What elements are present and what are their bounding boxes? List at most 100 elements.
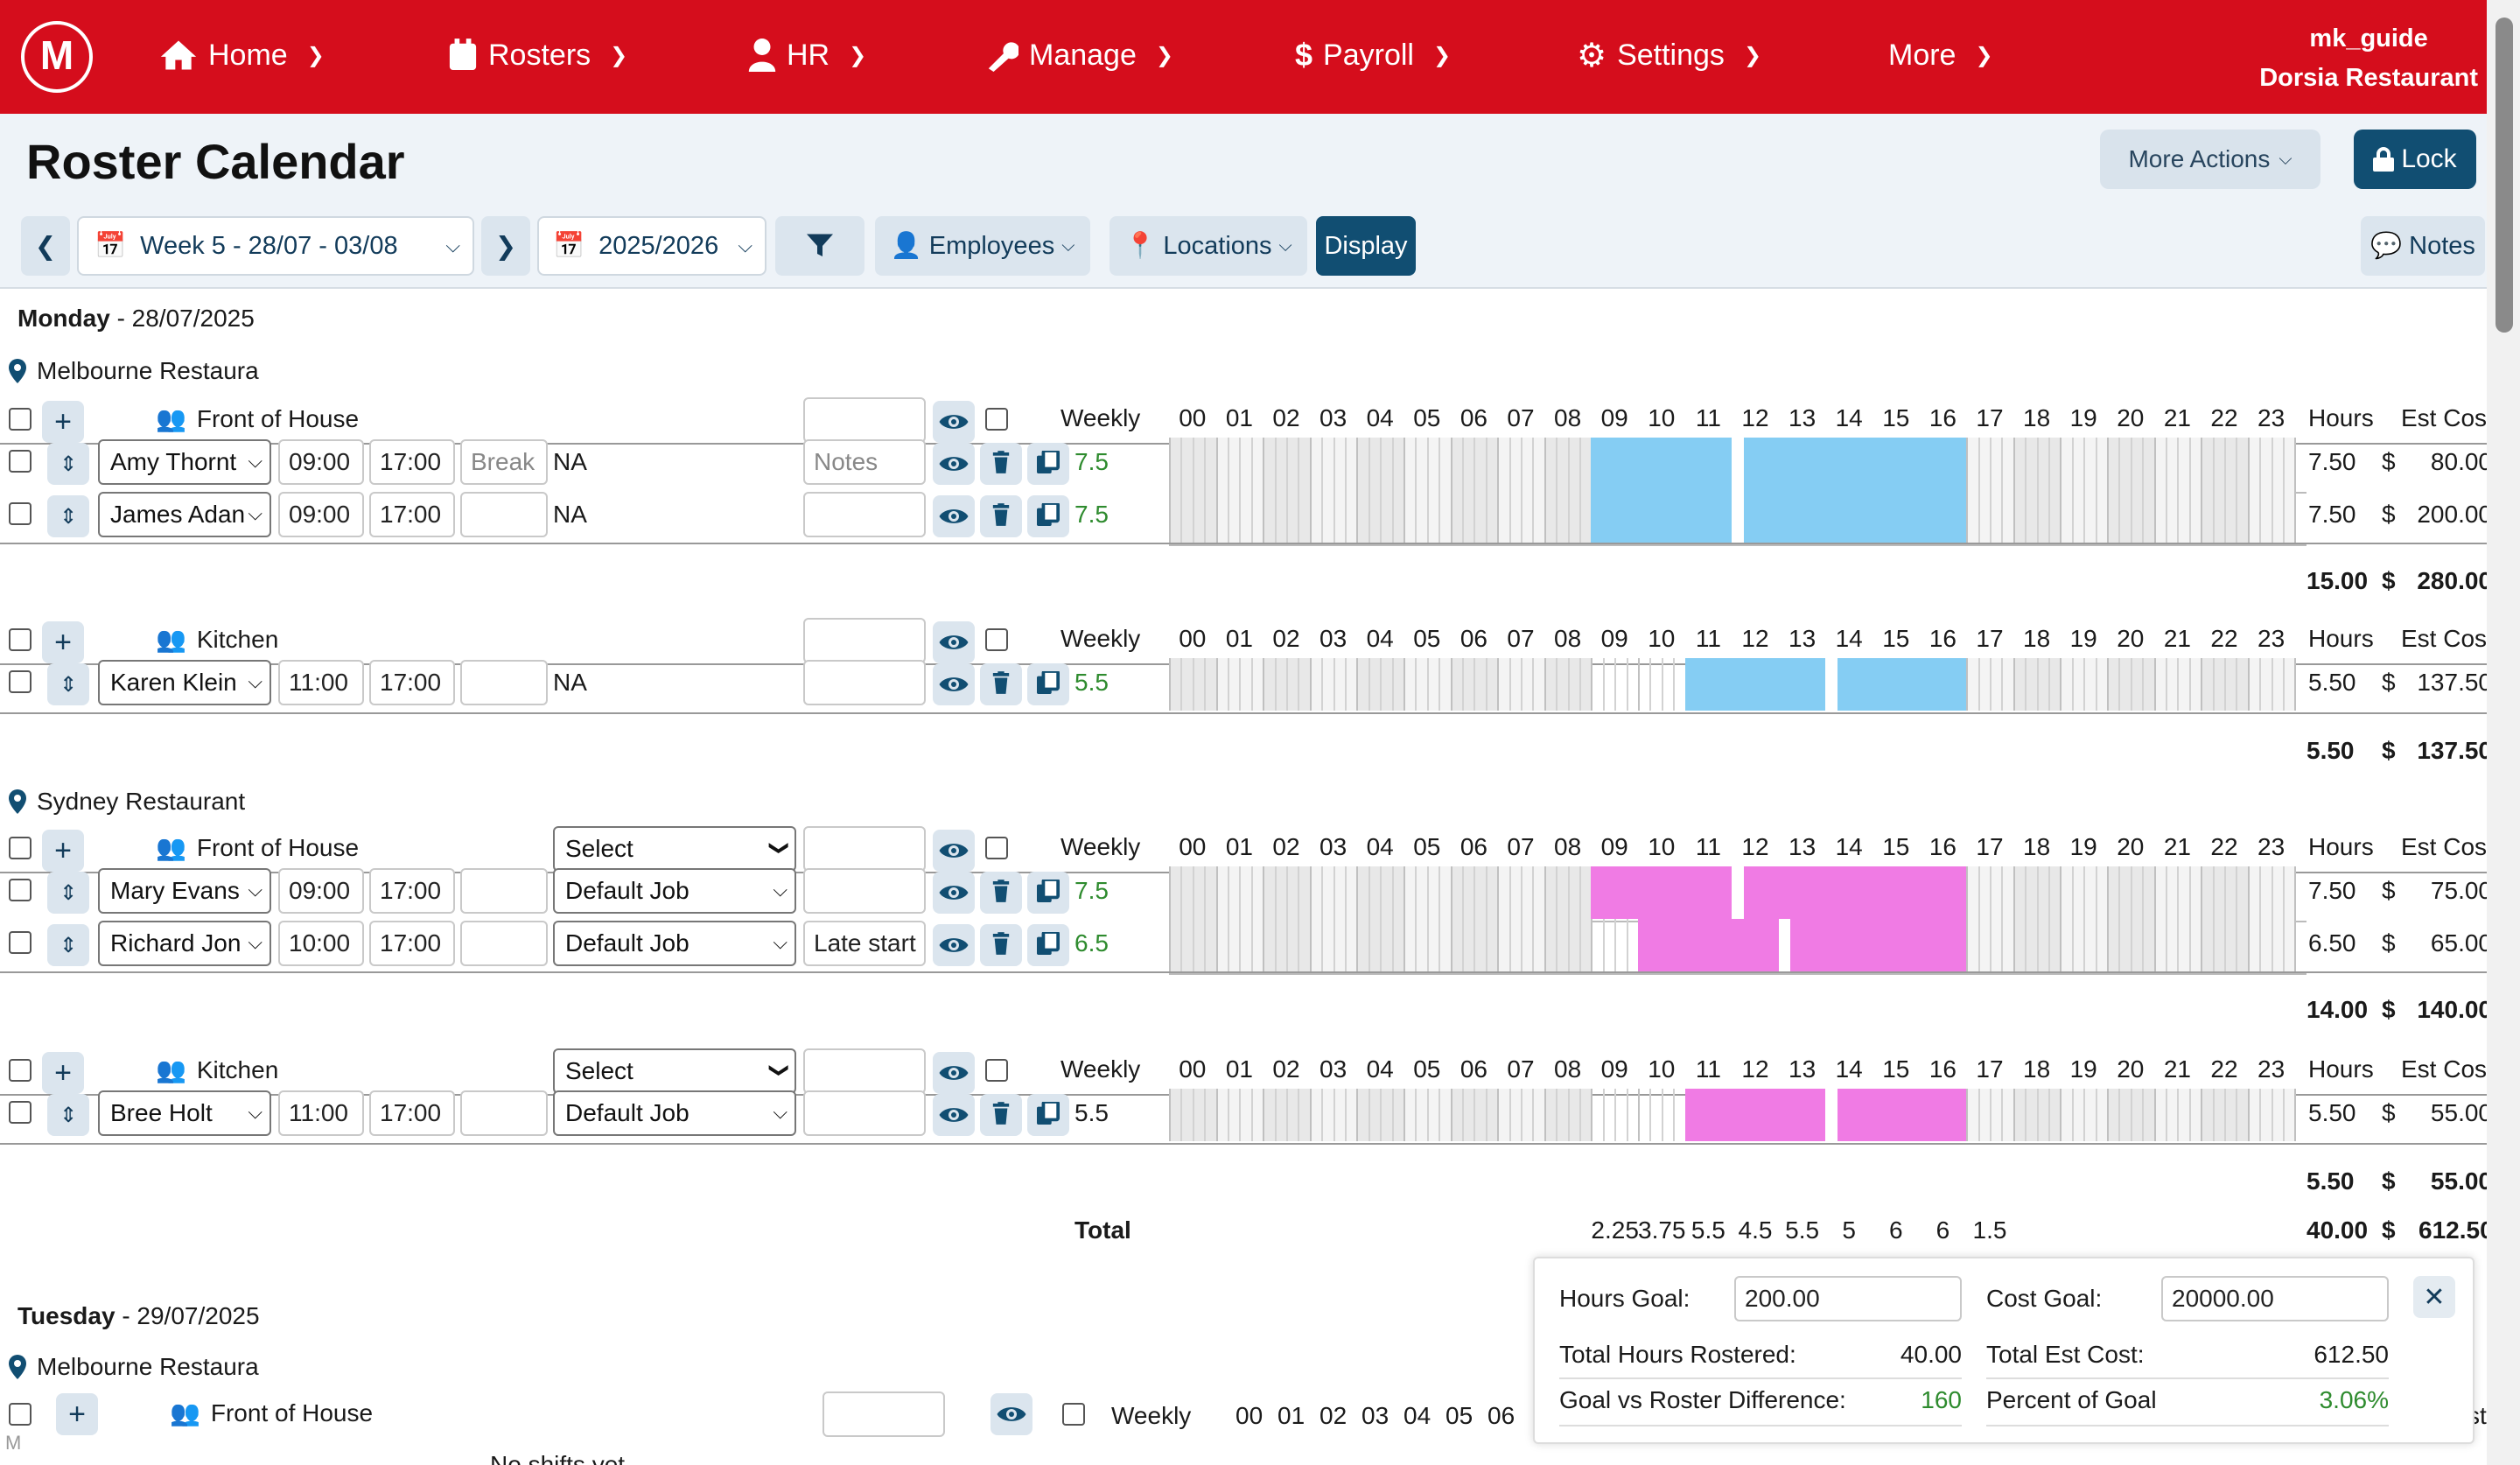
copy-shift-button[interactable] xyxy=(1027,924,1069,966)
group-select-checkbox[interactable] xyxy=(985,628,1008,651)
shift-notes-input[interactable]: Late start xyxy=(803,921,926,966)
eye-icon[interactable] xyxy=(933,1094,975,1136)
reorder-button[interactable]: ⇕ xyxy=(47,924,89,966)
copy-shift-button[interactable] xyxy=(1027,663,1069,705)
group-notes-input[interactable] xyxy=(803,1048,926,1094)
break-input[interactable] xyxy=(460,660,548,705)
add-shift-button[interactable]: + xyxy=(42,401,84,443)
year-select[interactable]: 📅 2025/2026 ⌵ xyxy=(537,216,766,276)
end-time-input[interactable]: 17:00 xyxy=(369,439,455,485)
delete-shift-button[interactable] xyxy=(980,872,1022,914)
employee-select[interactable]: Mary Evans ⌵ xyxy=(98,868,271,914)
end-time-input[interactable]: 17:00 xyxy=(369,492,455,537)
shift-block[interactable] xyxy=(1638,919,1967,971)
nav-rosters[interactable]: Rosters ❯ xyxy=(448,32,627,79)
shift-block[interactable] xyxy=(1591,490,1967,543)
reorder-button[interactable]: ⇕ xyxy=(47,872,89,914)
close-goals-button[interactable]: ✕ xyxy=(2413,1276,2455,1318)
break-input[interactable] xyxy=(460,492,548,537)
group-notes-input[interactable] xyxy=(803,397,926,443)
shift-notes-input[interactable] xyxy=(803,492,926,537)
reorder-button[interactable]: ⇕ xyxy=(47,663,89,705)
break-input[interactable] xyxy=(460,1090,548,1136)
copy-shift-button[interactable] xyxy=(1027,1094,1069,1136)
delete-shift-button[interactable] xyxy=(980,1094,1022,1136)
scrollbar-thumb[interactable] xyxy=(2496,18,2513,333)
add-shift-button[interactable]: + xyxy=(56,1393,98,1435)
row-checkbox[interactable] xyxy=(9,450,32,473)
group-select-checkbox[interactable] xyxy=(985,837,1008,859)
notes-button[interactable]: 💬 Notes xyxy=(2361,216,2485,276)
group-checkbox[interactable] xyxy=(9,628,32,651)
job-select[interactable]: Default Job ⌵ xyxy=(553,921,796,966)
reorder-button[interactable]: ⇕ xyxy=(47,495,89,537)
week-select[interactable]: 📅 Week 5 - 28/07 - 03/08 ⌵ xyxy=(77,216,474,276)
break-input[interactable]: Break xyxy=(460,439,548,485)
nav-hr[interactable]: HR ❯ xyxy=(748,32,866,79)
lock-button[interactable]: Lock xyxy=(2354,130,2476,189)
start-time-input[interactable]: 11:00 xyxy=(278,1090,364,1136)
job-select[interactable]: Default Job ⌵ xyxy=(553,1090,796,1136)
delete-shift-button[interactable] xyxy=(980,495,1022,537)
nav-home[interactable]: Home ❯ xyxy=(159,32,325,79)
reorder-button[interactable]: ⇕ xyxy=(47,443,89,485)
group-select-checkbox[interactable] xyxy=(985,1059,1008,1082)
nav-more[interactable]: More ❯ xyxy=(1888,38,1993,72)
delete-shift-button[interactable] xyxy=(980,443,1022,485)
end-time-input[interactable]: 17:00 xyxy=(369,1090,455,1136)
group-checkbox[interactable] xyxy=(9,837,32,859)
employee-select[interactable]: Richard Jon ⌵ xyxy=(98,921,271,966)
delete-shift-button[interactable] xyxy=(980,663,1022,705)
break-input[interactable] xyxy=(460,868,548,914)
copy-shift-button[interactable] xyxy=(1027,443,1069,485)
logo-icon[interactable]: M xyxy=(21,21,93,93)
nav-settings[interactable]: ⚙ Settings ❯ xyxy=(1577,37,1762,74)
display-button[interactable]: Display xyxy=(1316,216,1416,276)
group-notes-input[interactable] xyxy=(803,618,926,663)
add-shift-button[interactable]: + xyxy=(42,830,84,872)
group-checkbox[interactable] xyxy=(9,408,32,431)
reorder-button[interactable]: ⇕ xyxy=(47,1094,89,1136)
group-checkbox[interactable] xyxy=(9,1403,32,1426)
eye-icon[interactable] xyxy=(933,443,975,485)
row-checkbox[interactable] xyxy=(9,1101,32,1124)
row-checkbox[interactable] xyxy=(9,502,32,525)
employees-dropdown[interactable]: 👤 Employees ⌵ xyxy=(875,216,1090,276)
nav-manage[interactable]: Manage ❯ xyxy=(985,32,1173,79)
employee-select[interactable]: James Adan ⌵ xyxy=(98,492,271,537)
copy-shift-button[interactable] xyxy=(1027,872,1069,914)
locations-dropdown[interactable]: 📍 Locations ⌵ xyxy=(1110,216,1307,276)
eye-icon[interactable] xyxy=(933,621,975,663)
group-select-checkbox[interactable] xyxy=(985,408,1008,431)
eye-icon[interactable] xyxy=(933,495,975,537)
group-select-checkbox[interactable] xyxy=(1062,1403,1085,1426)
group-notes-input[interactable] xyxy=(803,826,926,872)
user-menu[interactable]: mk_guide Dorsia Restaurant xyxy=(2259,19,2478,98)
delete-shift-button[interactable] xyxy=(980,924,1022,966)
eye-icon[interactable] xyxy=(933,663,975,705)
employee-select[interactable]: Bree Holt ⌵ xyxy=(98,1090,271,1136)
eye-icon[interactable] xyxy=(933,924,975,966)
add-shift-button[interactable]: + xyxy=(42,1052,84,1094)
copy-shift-button[interactable] xyxy=(1027,495,1069,537)
job-select[interactable]: Select ❯ xyxy=(553,826,796,872)
end-time-input[interactable]: 17:00 xyxy=(369,868,455,914)
shift-block[interactable] xyxy=(1591,438,1967,490)
start-time-input[interactable]: 09:00 xyxy=(278,868,364,914)
eye-icon[interactable] xyxy=(933,830,975,872)
shift-notes-input[interactable]: Notes xyxy=(803,439,926,485)
break-input[interactable] xyxy=(460,921,548,966)
next-week-button[interactable]: ❯ xyxy=(481,216,530,276)
start-time-input[interactable]: 11:00 xyxy=(278,660,364,705)
job-select[interactable]: Select ❯ xyxy=(553,1048,796,1094)
more-actions-button[interactable]: More Actions ⌵ xyxy=(2100,130,2320,189)
shift-block[interactable] xyxy=(1591,866,1967,919)
group-notes-input[interactable] xyxy=(822,1391,945,1437)
eye-icon[interactable] xyxy=(933,401,975,443)
filter-button[interactable] xyxy=(775,216,864,276)
shift-notes-input[interactable] xyxy=(803,660,926,705)
cost-goal-input[interactable]: 20000.00 xyxy=(2161,1276,2389,1321)
shift-notes-input[interactable] xyxy=(803,868,926,914)
hours-goal-input[interactable]: 200.00 xyxy=(1734,1276,1962,1321)
employee-select[interactable]: Amy Thornt ⌵ xyxy=(98,439,271,485)
